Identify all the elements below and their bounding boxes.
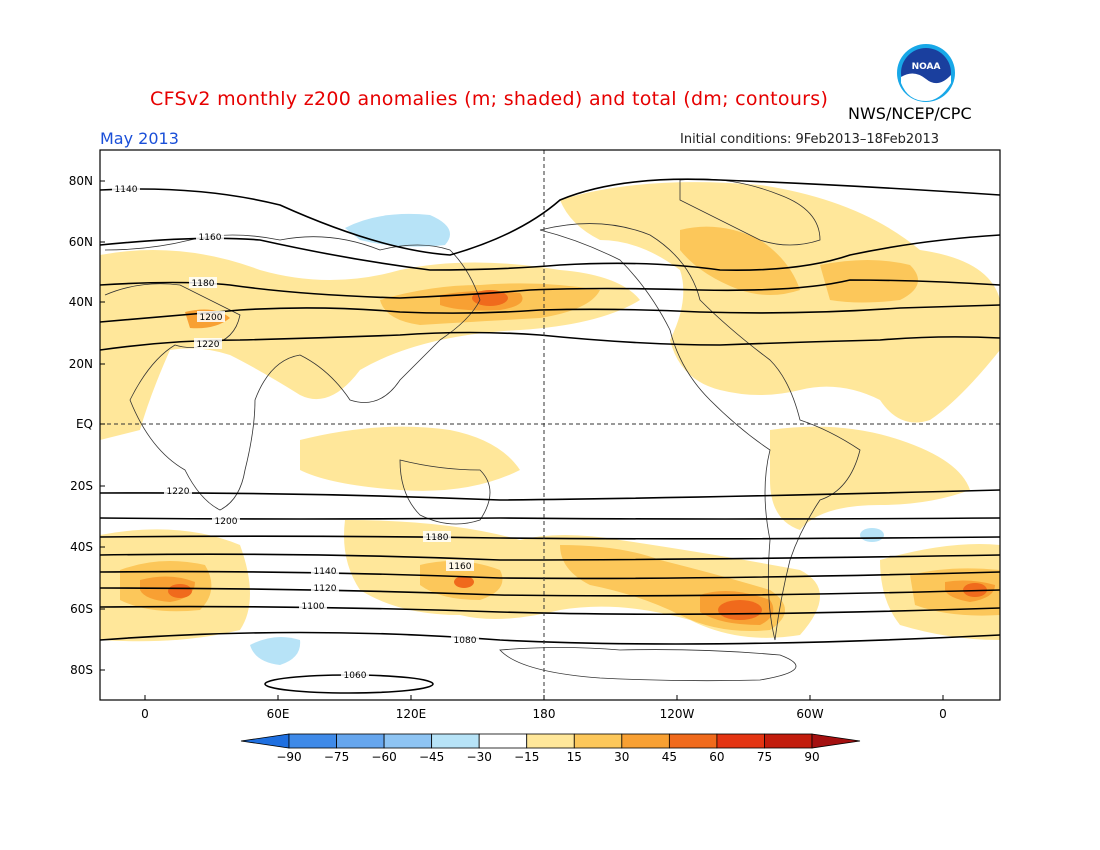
contour-label: 1140 (115, 185, 138, 195)
lat-tick-label: 80N (69, 174, 93, 188)
lon-tick-label: 120E (396, 707, 427, 721)
lat-tick-label: 40S (70, 540, 93, 554)
lon-tick-label: 60W (796, 707, 823, 721)
lon-tick-label: 180 (533, 707, 556, 721)
noaa-logo-icon: NOAA (897, 44, 955, 102)
lat-tick-label: 20S (70, 479, 93, 493)
contour-label: 1200 (215, 517, 238, 527)
contour-label: 1100 (302, 602, 325, 612)
colorbar-box (336, 733, 385, 749)
contour-label: 1200 (200, 313, 223, 323)
contour-label: 1180 (192, 279, 215, 289)
colorbar-box (621, 733, 670, 749)
height-contours (100, 178, 1000, 694)
coastlines (104, 178, 861, 682)
lat-tick-label: 60S (70, 602, 93, 616)
colorbar-tick-label: 75 (757, 750, 772, 764)
contour-label: 1220 (197, 340, 220, 350)
contour-label: 1140 (314, 567, 337, 577)
colorbar-tick-label: −75 (324, 750, 349, 764)
lat-tick-label: 40N (69, 295, 93, 309)
contour-label: 1160 (449, 562, 472, 572)
contour-label: 1120 (314, 584, 337, 594)
noaa-logo-text: NOAA (912, 62, 941, 72)
lat-tick-label: 60N (69, 235, 93, 249)
longitude-axis: 0 60E 120E 180 120W 60W 0 (141, 695, 947, 721)
colorbar-tick-label: 90 (804, 750, 819, 764)
colorbar-box (573, 733, 623, 749)
colorbar-tick-label: 30 (614, 750, 629, 764)
contour-label: 1080 (454, 636, 477, 646)
colorbar-low-arrow (240, 733, 290, 749)
colorbar-tick-label: −90 (276, 750, 301, 764)
colorbar-tick-label: 45 (662, 750, 677, 764)
latitude-axis: 80N 60N 40N 20N EQ 20S 40S 60S 80S (69, 174, 105, 677)
colorbar-box (668, 733, 718, 749)
lon-tick-label: 60E (267, 707, 290, 721)
colorbar-tick-label: −30 (467, 750, 492, 764)
chart-title: CFSv2 monthly z200 anomalies (m; shaded)… (150, 88, 829, 110)
colorbar-tick-label: 60 (709, 750, 724, 764)
colorbar-tick-label: −60 (371, 750, 396, 764)
lon-tick-label: 120W (660, 707, 695, 721)
colorbar-tick-label: −45 (419, 750, 444, 764)
lon-tick-label: 0 (141, 707, 149, 721)
colorbar-box (716, 733, 765, 749)
lat-tick-label: 80S (70, 663, 93, 677)
contour-labels: 1140 1160 1180 1200 1220 1220 1200 1180 1160 1140… (112, 183, 479, 681)
colorbar-tick-label: −15 (514, 750, 539, 764)
agency-label: NWS/NCEP/CPC (848, 104, 972, 123)
colorbar-box (431, 733, 480, 749)
colorbar-high-arrow (811, 733, 861, 749)
contour-label: 1220 (167, 487, 190, 497)
contour-label: 1180 (426, 533, 449, 543)
lon-tick-label: 0 (939, 707, 947, 721)
colorbar-tick-label: 15 (567, 750, 582, 764)
colorbar-box (383, 733, 433, 749)
forecast-month: May 2013 (100, 129, 179, 148)
lat-tick-label: 20N (69, 357, 93, 371)
colorbar-box (478, 733, 528, 749)
contour-label: 1060 (344, 671, 367, 681)
anomaly-shading (100, 150, 1000, 700)
lat-tick-label: EQ (76, 417, 93, 431)
colorbar-box (526, 733, 575, 749)
colorbar-box (288, 733, 337, 749)
colorbar: −90 −75 −60 −45 −30 −15 15 30 45 60 75 90 (240, 733, 861, 764)
colorbar-box (764, 733, 813, 749)
contour-label: 1160 (199, 233, 222, 243)
initial-conditions: Initial conditions: 9Feb2013–18Feb2013 (680, 132, 940, 147)
